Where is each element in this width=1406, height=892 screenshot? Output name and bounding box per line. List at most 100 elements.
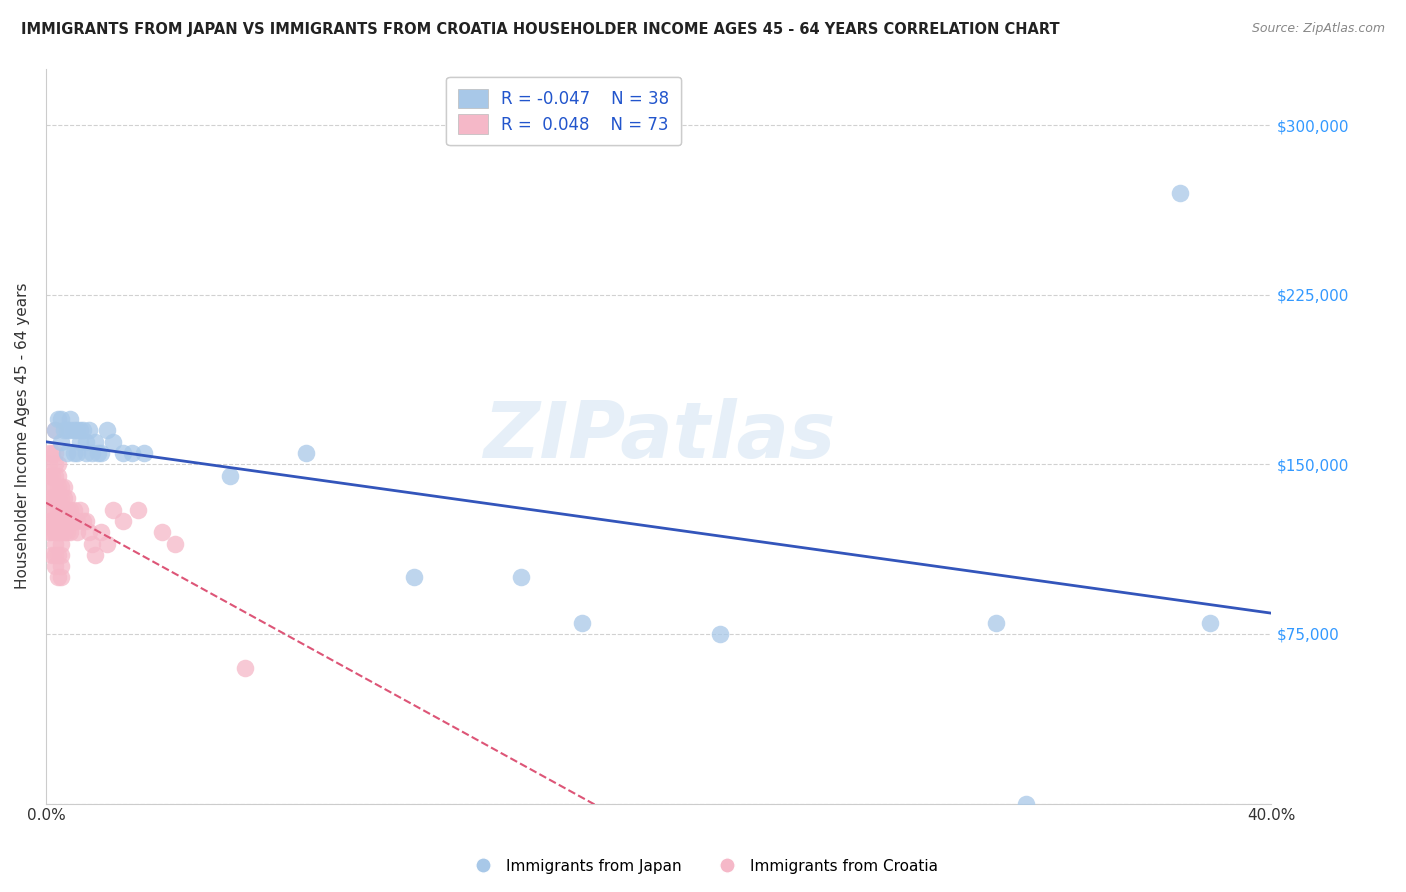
Point [295,446,318,460]
Point [46,570,69,584]
Point [84,548,107,562]
Point [62,502,84,516]
Point [59,412,82,426]
Point [41,548,63,562]
Point [46,458,69,472]
Point [46,502,69,516]
Point [53,514,76,528]
Point [56,525,79,540]
Point [51,525,73,540]
Point [46,491,69,506]
Point [38,525,60,540]
Point [44,536,66,550]
Point [44,548,66,562]
Point [90,446,112,460]
Point [56,502,79,516]
Point [59,502,82,516]
Point [51,570,73,584]
Point [80,536,103,550]
Point [46,525,69,540]
Point [44,458,66,472]
Point [59,514,82,528]
Point [44,468,66,483]
Point [41,468,63,483]
Point [984,615,1007,630]
Point [44,491,66,506]
Point [72,514,94,528]
Point [41,502,63,516]
Point [65,525,87,540]
Point [44,559,66,574]
Point [65,446,87,460]
Point [84,434,107,449]
Point [41,446,63,460]
Point [56,446,79,460]
Point [51,559,73,574]
Point [51,491,73,506]
Point [571,615,593,630]
Point [38,514,60,528]
Point [44,424,66,438]
Point [56,491,79,506]
Point [53,491,76,506]
Text: ZIPatlas: ZIPatlas [482,398,835,474]
Legend: Immigrants from Japan, Immigrants from Croatia: Immigrants from Japan, Immigrants from C… [461,853,945,880]
Point [132,446,155,460]
Point [41,525,63,540]
Point [80,446,103,460]
Point [46,548,69,562]
Point [62,446,84,460]
Point [127,502,149,516]
Point [402,570,425,584]
Point [38,468,60,483]
Point [709,627,731,641]
Point [59,424,82,438]
Point [69,502,91,516]
Point [121,446,143,460]
Point [44,514,66,528]
Legend: R = -0.047    N = 38, R =  0.048    N = 73: R = -0.047 N = 38, R = 0.048 N = 73 [447,77,682,145]
Point [509,570,531,584]
Point [38,458,60,472]
Point [103,434,125,449]
Point [44,424,66,438]
Point [163,536,186,550]
Point [53,525,76,540]
Point [44,480,66,494]
Point [51,502,73,516]
Point [46,468,69,483]
Text: Source: ZipAtlas.com: Source: ZipAtlas.com [1251,22,1385,36]
Point [1015,797,1038,811]
Point [233,661,256,675]
Point [44,446,66,460]
Point [41,480,63,494]
Point [90,525,112,540]
Point [46,412,69,426]
Point [72,424,94,438]
Point [62,424,84,438]
Point [75,434,97,449]
Point [53,502,76,516]
Point [53,480,76,494]
Point [41,514,63,528]
Point [69,424,91,438]
Point [51,412,73,426]
Point [75,446,97,460]
Point [51,514,73,528]
Point [103,502,125,516]
Point [46,480,69,494]
Point [59,525,82,540]
Point [51,434,73,449]
Point [1199,615,1222,630]
Point [77,424,100,438]
Point [41,491,63,506]
Point [65,424,87,438]
Text: IMMIGRANTS FROM JAPAN VS IMMIGRANTS FROM CROATIA HOUSEHOLDER INCOME AGES 45 - 64: IMMIGRANTS FROM JAPAN VS IMMIGRANTS FROM… [21,22,1060,37]
Point [152,525,174,540]
Point [96,424,118,438]
Point [56,424,79,438]
Point [53,424,76,438]
Point [69,434,91,449]
Y-axis label: Householder Income Ages 45 - 64 years: Householder Income Ages 45 - 64 years [15,283,30,590]
Point [51,480,73,494]
